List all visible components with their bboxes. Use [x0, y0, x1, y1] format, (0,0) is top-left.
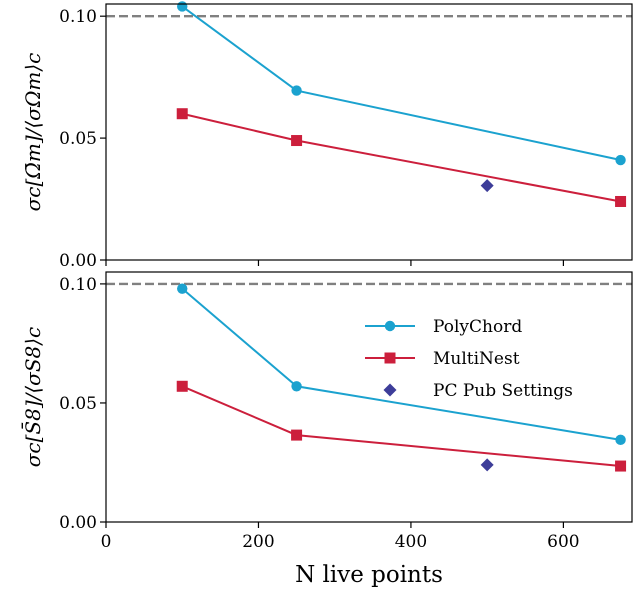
legend-marker-pc-pub-settings: [383, 383, 397, 397]
data-point-polychord: [291, 381, 302, 392]
x-tick-label: 600: [547, 532, 579, 552]
data-point-polychord: [615, 154, 626, 166]
y-tick-label: 0.05: [59, 129, 97, 149]
x-tick-label: 400: [395, 532, 427, 552]
data-point-polychord: [177, 1, 188, 12]
y-tick-label: 0.05: [59, 394, 97, 414]
data-point-polychord: [177, 283, 188, 294]
legend-label-polychord: PolyChord: [433, 317, 522, 337]
axes-frame: [105, 3, 633, 261]
y-tick-label: 0.00: [59, 513, 97, 533]
data-point-polychord: [291, 85, 302, 96]
x-axis-label: N live points: [295, 562, 443, 588]
y-tick-label: 0.10: [59, 7, 97, 27]
data-point-polychord: [615, 434, 626, 446]
y-tick-label: 0.10: [59, 275, 97, 295]
bottom-panel: 0.00 0.05 0.10 0 200 400 600 σc[S̄8]/⟨σS8⟩c N li…: [20, 271, 633, 588]
data-point-multinest: [176, 108, 188, 120]
legend-marker-multinest: [384, 352, 396, 364]
legend-label-pc-pub-settings: PC Pub Settings: [433, 381, 573, 401]
x-tick-label: 200: [242, 532, 274, 552]
data-point-multinest: [176, 380, 188, 392]
legend-marker-polychord: [384, 320, 396, 332]
legend: PolyChord MultiNest PC Pub Settings: [365, 317, 573, 401]
y-axis-label: σc[S̄8]/⟨σS8⟩c: [20, 327, 45, 468]
x-tick-label: 0: [101, 532, 112, 552]
data-point-pc-pub-settings: [480, 179, 494, 193]
series-line-multinest: [182, 112, 621, 203]
data-point-multinest: [291, 429, 303, 441]
top-panel: 0.00 0.05 0.10 σc[Ω̄m]/⟨σΩm⟩c: [21, 1, 633, 271]
series-line-polychord: [181, 287, 621, 441]
axes-frame: [105, 271, 633, 523]
data-point-multinest: [615, 460, 627, 472]
data-point-pc-pub-settings: [480, 458, 494, 472]
data-point-multinest: [291, 135, 303, 147]
y-axis-label: σc[Ω̄m]/⟨σΩm⟩c: [21, 53, 45, 212]
series-line-polychord: [181, 5, 621, 162]
legend-label-multinest: MultiNest: [433, 349, 520, 369]
y-tick-label: 0.00: [59, 251, 97, 271]
data-point-multinest: [615, 195, 627, 207]
